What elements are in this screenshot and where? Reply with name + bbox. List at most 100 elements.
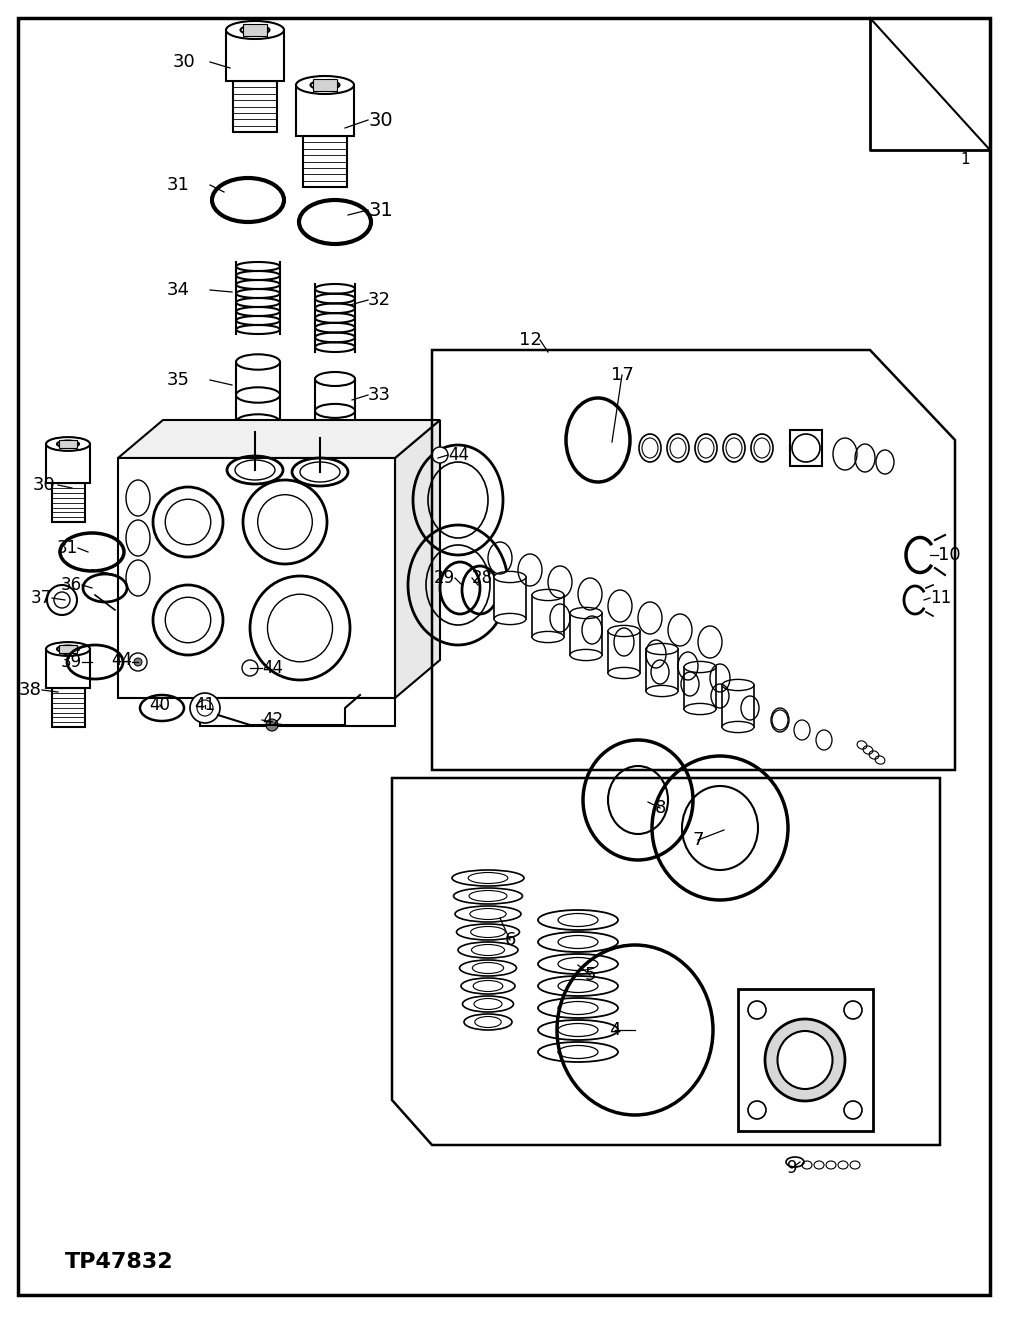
Ellipse shape — [464, 1014, 512, 1030]
Text: 40: 40 — [149, 696, 171, 714]
Text: 17: 17 — [610, 366, 634, 384]
Ellipse shape — [722, 680, 754, 690]
Text: 33: 33 — [368, 385, 391, 404]
Ellipse shape — [453, 888, 523, 904]
Text: 10: 10 — [938, 546, 961, 564]
Ellipse shape — [57, 645, 79, 652]
Ellipse shape — [608, 668, 640, 678]
Ellipse shape — [236, 354, 281, 370]
Text: 30: 30 — [368, 111, 393, 129]
Circle shape — [197, 700, 213, 715]
Ellipse shape — [639, 434, 661, 462]
Circle shape — [54, 591, 70, 609]
Ellipse shape — [538, 932, 618, 952]
Ellipse shape — [538, 909, 618, 931]
Text: 6: 6 — [504, 931, 516, 949]
Ellipse shape — [778, 1031, 832, 1089]
Ellipse shape — [723, 434, 745, 462]
Bar — [233, 81, 276, 132]
Text: 11: 11 — [930, 589, 951, 607]
Ellipse shape — [46, 642, 90, 656]
Bar — [46, 649, 90, 688]
Ellipse shape — [452, 870, 524, 886]
Text: 30: 30 — [32, 477, 55, 494]
Ellipse shape — [538, 998, 618, 1018]
Text: 39: 39 — [61, 653, 82, 671]
Circle shape — [432, 447, 448, 463]
Circle shape — [129, 653, 147, 671]
Ellipse shape — [646, 685, 678, 697]
Text: 1: 1 — [960, 153, 970, 168]
Text: 31: 31 — [167, 176, 190, 194]
Ellipse shape — [315, 372, 355, 385]
Ellipse shape — [456, 924, 520, 940]
Ellipse shape — [458, 942, 518, 958]
Bar — [684, 667, 716, 709]
Text: 42: 42 — [262, 711, 284, 729]
Text: 29: 29 — [434, 569, 455, 587]
Text: 41: 41 — [195, 696, 216, 714]
Text: 44: 44 — [262, 659, 283, 677]
Circle shape — [190, 693, 220, 723]
Text: 12: 12 — [519, 331, 542, 348]
Text: TP47832: TP47832 — [65, 1251, 174, 1272]
Bar — [304, 136, 347, 187]
Ellipse shape — [608, 626, 640, 636]
Bar — [722, 685, 754, 727]
Ellipse shape — [315, 404, 355, 418]
Ellipse shape — [455, 906, 521, 921]
Text: 37: 37 — [31, 589, 52, 607]
Text: 36: 36 — [61, 576, 82, 594]
Text: 4: 4 — [609, 1020, 621, 1039]
Text: 5: 5 — [584, 966, 595, 983]
Ellipse shape — [315, 430, 355, 444]
Ellipse shape — [684, 661, 716, 673]
Bar — [646, 649, 678, 690]
Circle shape — [748, 1101, 766, 1119]
Ellipse shape — [570, 607, 602, 619]
Bar — [118, 458, 395, 698]
Text: 38: 38 — [19, 681, 42, 700]
Ellipse shape — [532, 631, 564, 643]
Circle shape — [844, 1101, 862, 1119]
Ellipse shape — [646, 643, 678, 655]
Bar — [236, 362, 281, 422]
Bar — [226, 30, 284, 81]
Polygon shape — [395, 420, 440, 698]
Bar — [51, 483, 85, 523]
Ellipse shape — [786, 1158, 804, 1167]
Bar — [532, 595, 564, 638]
Text: 32: 32 — [368, 290, 391, 309]
Circle shape — [242, 660, 258, 676]
Circle shape — [748, 1001, 766, 1019]
Circle shape — [266, 719, 278, 731]
Ellipse shape — [538, 954, 618, 974]
Bar — [60, 644, 77, 653]
Text: 44: 44 — [111, 651, 132, 669]
Ellipse shape — [46, 437, 90, 451]
Ellipse shape — [240, 25, 269, 34]
Polygon shape — [118, 420, 440, 458]
Ellipse shape — [722, 722, 754, 733]
Text: 31: 31 — [57, 539, 78, 557]
Circle shape — [134, 657, 142, 667]
Bar — [243, 24, 266, 36]
Bar — [51, 688, 85, 727]
Bar — [200, 698, 395, 726]
Ellipse shape — [462, 997, 514, 1012]
Bar — [570, 612, 602, 655]
Ellipse shape — [236, 414, 281, 430]
Bar — [315, 379, 355, 437]
Ellipse shape — [684, 704, 716, 714]
Ellipse shape — [296, 77, 354, 94]
Ellipse shape — [695, 434, 717, 462]
Ellipse shape — [538, 1020, 618, 1040]
Ellipse shape — [226, 21, 284, 40]
Bar — [608, 631, 640, 673]
Text: 44: 44 — [448, 446, 469, 465]
Bar — [494, 577, 526, 619]
Text: 34: 34 — [167, 281, 190, 300]
Ellipse shape — [311, 81, 339, 90]
Ellipse shape — [532, 590, 564, 601]
Ellipse shape — [667, 434, 689, 462]
